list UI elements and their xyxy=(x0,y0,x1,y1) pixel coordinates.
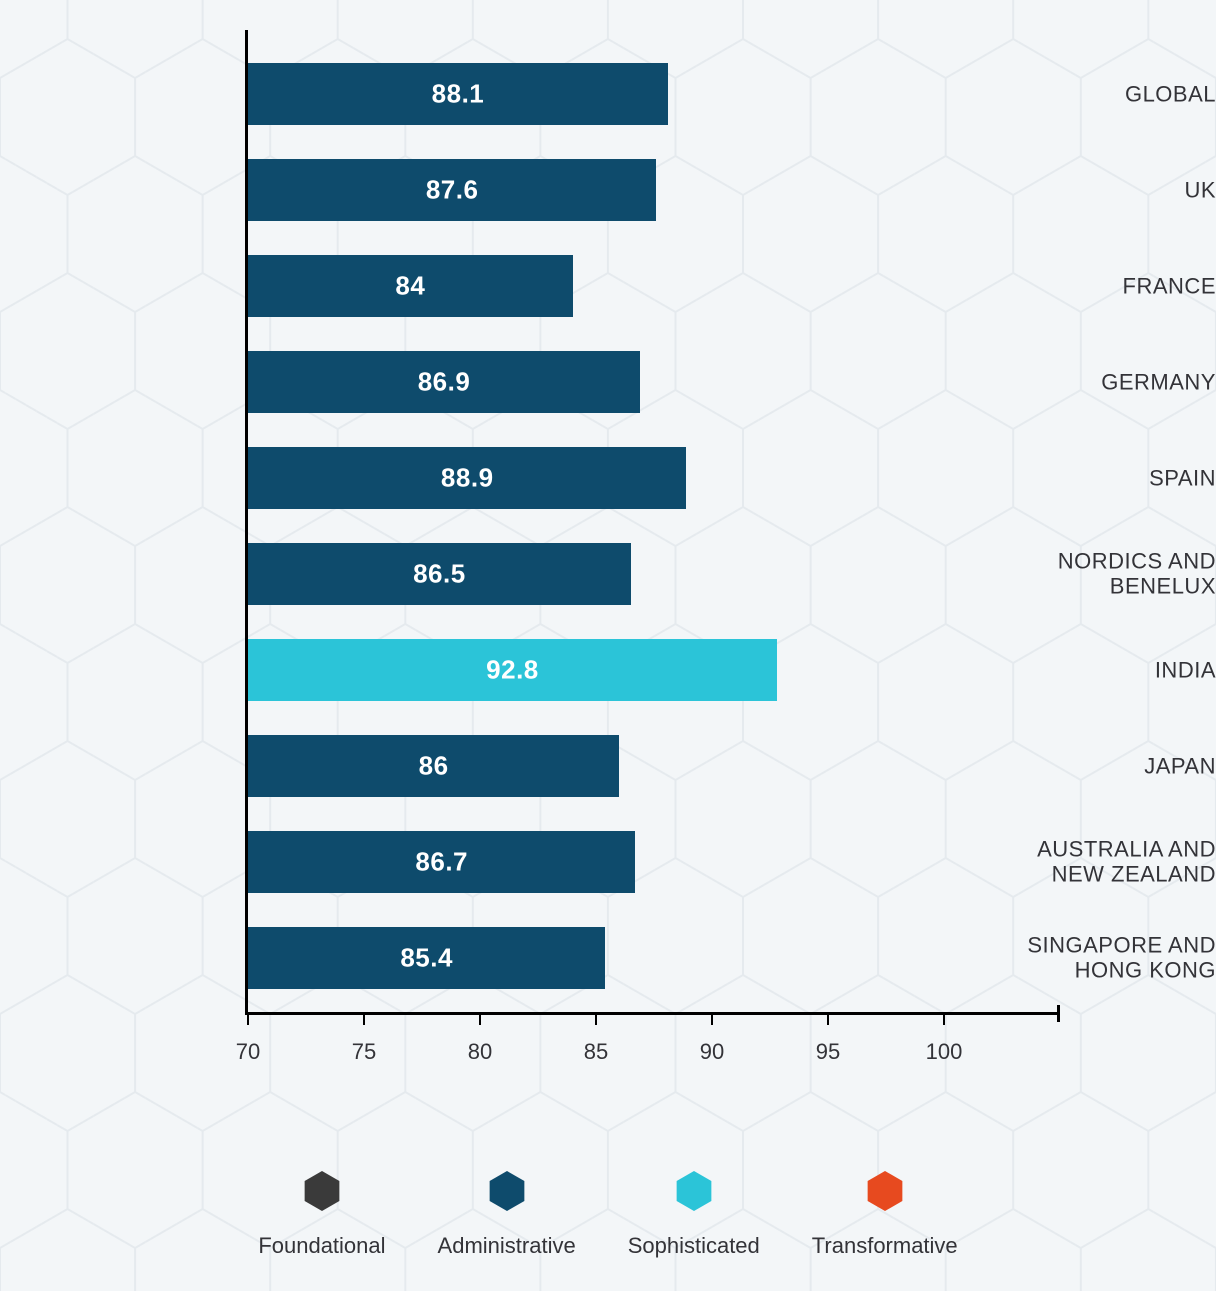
bar-value-label: 87.6 xyxy=(426,175,479,206)
category-label: SPAIN xyxy=(984,465,1216,490)
category-label: AUSTRALIA AND NEW ZEALAND xyxy=(984,837,1216,888)
category-label: NORDICS AND BENELUX xyxy=(984,549,1216,600)
x-tick-mark xyxy=(595,1015,597,1025)
x-tick-label: 90 xyxy=(700,1039,724,1065)
x-tick-mark xyxy=(827,1015,829,1025)
x-tick-label: 95 xyxy=(816,1039,840,1065)
chart-legend: Foundational Administrative Sophisticated T… xyxy=(0,1168,1216,1259)
x-tick-label: 80 xyxy=(468,1039,492,1065)
legend-label: Sophisticated xyxy=(628,1233,760,1259)
category-label: JAPAN xyxy=(984,753,1216,778)
legend-item: Transformative xyxy=(812,1168,958,1259)
bar-value-label: 92.8 xyxy=(486,655,539,686)
x-axis-end-tick xyxy=(1057,1005,1060,1022)
legend-swatch-hexagon-icon xyxy=(302,1168,342,1219)
x-tick-label: 70 xyxy=(236,1039,260,1065)
x-tick-mark xyxy=(363,1015,365,1025)
bar-value-label: 86.9 xyxy=(418,367,471,398)
legend-label: Administrative xyxy=(438,1233,576,1259)
x-tick-label: 75 xyxy=(352,1039,376,1065)
bar-value-label: 86 xyxy=(419,751,449,782)
legend-swatch-hexagon-icon xyxy=(865,1168,905,1219)
bar-value-label: 84 xyxy=(395,271,425,302)
category-label: GERMANY xyxy=(984,369,1216,394)
category-label: GLOBAL xyxy=(984,81,1216,106)
bar-value-label: 85.4 xyxy=(400,943,453,974)
legend-item: Administrative xyxy=(438,1168,576,1259)
bar-value-label: 86.5 xyxy=(413,559,466,590)
legend-item: Sophisticated xyxy=(628,1168,760,1259)
x-axis xyxy=(245,1012,1060,1015)
x-tick-label: 85 xyxy=(584,1039,608,1065)
legend-swatch-hexagon-icon xyxy=(674,1168,714,1219)
x-tick-mark xyxy=(711,1015,713,1025)
legend-item: Foundational xyxy=(258,1168,385,1259)
category-label: UK xyxy=(984,177,1216,202)
bar-value-label: 86.7 xyxy=(415,847,468,878)
x-tick-mark xyxy=(479,1015,481,1025)
bar-chart: 70 75 80 85 90 95 100 88.1 GLOBAL 87.6 UK 84 FRANCE 8… xyxy=(0,0,1216,1291)
x-tick-mark xyxy=(247,1015,249,1025)
bar-value-label: 88.1 xyxy=(432,79,485,110)
legend-label: Transformative xyxy=(812,1233,958,1259)
category-label: FRANCE xyxy=(984,273,1216,298)
legend-swatch-hexagon-icon xyxy=(487,1168,527,1219)
category-label: SINGAPORE AND HONG KONG xyxy=(984,933,1216,984)
bar-value-label: 88.9 xyxy=(441,463,494,494)
category-label: INDIA xyxy=(984,657,1216,682)
x-tick-mark xyxy=(943,1015,945,1025)
x-tick-label: 100 xyxy=(926,1039,963,1065)
legend-label: Foundational xyxy=(258,1233,385,1259)
